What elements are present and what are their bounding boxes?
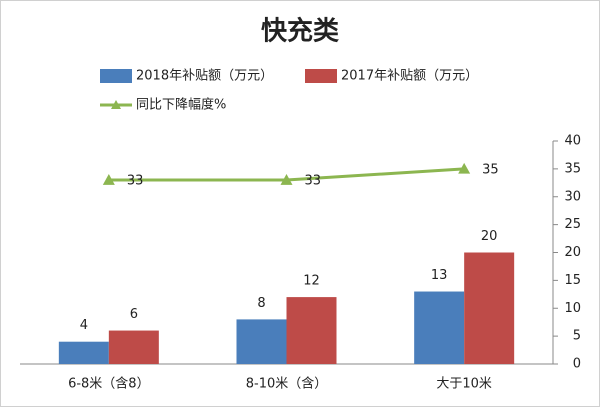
legend-swatch [100, 69, 132, 83]
chart-title: 快充类 [261, 16, 339, 47]
y-tick-label: 20 [564, 245, 581, 260]
value-label: 33 [305, 174, 322, 189]
legend-swatch [305, 69, 337, 83]
value-label: 13 [431, 268, 448, 283]
legend-label: 2017年补贴额（万元） [341, 69, 478, 84]
bar [58, 341, 109, 364]
y-tick-label: 0 [573, 357, 581, 372]
legend-label: 2018年补贴额（万元） [136, 69, 273, 84]
y-tick-label: 40 [564, 134, 581, 149]
value-label: 8 [257, 296, 265, 311]
bar [236, 319, 287, 364]
line-marker [458, 162, 471, 174]
value-label: 6 [130, 307, 138, 322]
value-label: 20 [481, 229, 498, 244]
bar [108, 330, 159, 364]
value-label: 12 [303, 274, 320, 289]
y-tick-label: 5 [573, 329, 581, 344]
value-label: 4 [80, 318, 88, 333]
line-marker [102, 174, 115, 185]
y-tick-label: 25 [564, 217, 581, 232]
y-tick-label: 15 [564, 273, 581, 288]
line-marker [280, 174, 293, 185]
y-tick-label: 10 [564, 301, 581, 316]
legend-label: 同比下降幅度% [136, 97, 226, 113]
value-label: 33 [127, 174, 144, 189]
x-tick-label: 8-10米（含） [246, 376, 328, 392]
bar [286, 297, 337, 364]
legend-swatch [111, 100, 121, 109]
bar [414, 291, 465, 364]
x-tick-label: 6-8米（含8） [68, 376, 150, 392]
bar [464, 252, 515, 364]
value-label: 35 [482, 162, 499, 177]
x-tick-label: 大于10米 [436, 377, 492, 392]
y-tick-label: 30 [564, 189, 581, 204]
y-tick-label: 35 [564, 161, 581, 176]
